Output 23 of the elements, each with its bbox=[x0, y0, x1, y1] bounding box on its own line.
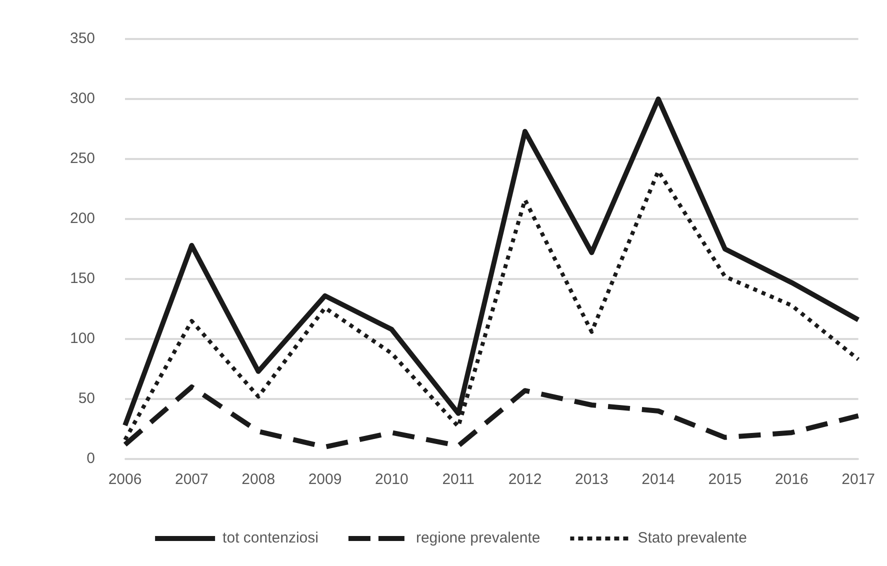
y-tick-label: 100 bbox=[70, 330, 96, 348]
x-tick-label: 2008 bbox=[242, 471, 276, 488]
legend-label: tot contenziosi bbox=[222, 530, 318, 547]
y-tick-label: 250 bbox=[70, 150, 96, 168]
legend-label: regione prevalente bbox=[416, 530, 540, 547]
x-tick-label: 2010 bbox=[374, 471, 408, 488]
y-tick-label: 350 bbox=[70, 30, 96, 48]
x-tick-label: 2011 bbox=[442, 471, 474, 488]
x-tick-label: 2014 bbox=[642, 471, 676, 488]
y-tick-label: 200 bbox=[70, 210, 96, 228]
x-tick-label: 2013 bbox=[574, 471, 608, 488]
y-tick-label: 300 bbox=[70, 90, 96, 108]
x-tick-label: 2006 bbox=[108, 471, 142, 488]
x-tick-label: 2009 bbox=[308, 471, 342, 488]
legend-label: Stato prevalente bbox=[638, 530, 747, 547]
x-tick-label: 2017 bbox=[842, 471, 876, 488]
x-tick-label: 2012 bbox=[508, 471, 542, 488]
y-tick-label: 0 bbox=[86, 450, 96, 468]
x-tick-label: 2015 bbox=[708, 471, 742, 488]
x-tick-label: 2016 bbox=[774, 471, 808, 488]
y-tick-label: 50 bbox=[78, 390, 96, 408]
y-tick-label: 150 bbox=[70, 270, 96, 288]
x-tick-label: 2007 bbox=[175, 471, 208, 488]
